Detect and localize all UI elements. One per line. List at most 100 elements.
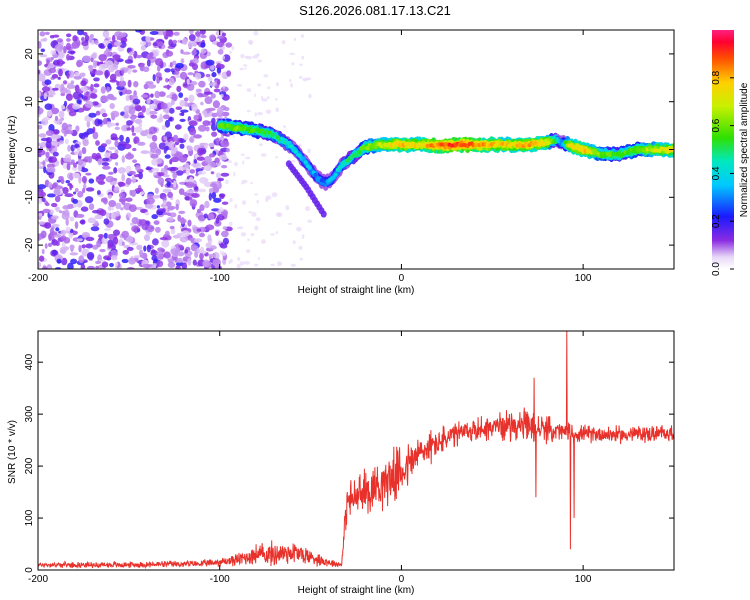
spectrogram-noise-blob xyxy=(169,225,175,230)
spectrogram-noise-blob xyxy=(156,210,164,216)
spectrogram-noise-blob xyxy=(70,80,75,85)
spectrogram-noise-blob xyxy=(42,266,48,269)
spectrogram-noise-blob xyxy=(102,165,111,170)
spectrogram-noise-blob xyxy=(121,199,126,205)
spectrogram-noise-blob xyxy=(248,211,253,214)
spectrogram-noise-blob xyxy=(220,38,227,43)
spectrogram-noise-blob xyxy=(61,122,68,131)
spectrogram-noise-blob xyxy=(244,261,250,265)
spectrogram-noise-blob xyxy=(196,228,202,232)
spectrogram-noise-blob xyxy=(252,55,256,59)
spectrogram-noise-blob xyxy=(175,170,184,176)
spectrogram-noise-blob xyxy=(173,180,177,188)
spectrogram-noise-blob xyxy=(105,175,115,183)
spectrogram-noise-blob xyxy=(193,159,197,164)
spectrogram-noise-blob xyxy=(254,112,257,117)
spectrogram-noise-blob xyxy=(211,112,218,118)
spectrogram-y-tick-label: 0 xyxy=(24,146,35,152)
spectrogram-noise-blob xyxy=(81,166,85,170)
spectrogram-noise-blob xyxy=(198,112,202,120)
spectrogram-noise-blob xyxy=(101,143,107,148)
spectrogram-noise-blob xyxy=(207,234,212,242)
spectrogram-noise-blob xyxy=(209,34,216,41)
spectrogram-noise-blob xyxy=(207,253,215,257)
spectrogram-noise-blob xyxy=(120,207,124,211)
spectrogram-noise-blob xyxy=(92,126,96,133)
spectrogram-noise-blob xyxy=(69,216,75,222)
spectrogram-noise-blob xyxy=(165,30,173,37)
spectrogram-noise-blob xyxy=(44,103,53,110)
spectrogram-noise-blob xyxy=(56,138,61,142)
spectrogram-noise-blob xyxy=(81,232,90,239)
spectrogram-noise-blob xyxy=(300,34,305,38)
spectrogram-noise-blob xyxy=(81,147,87,155)
spectrogram-noise-blob xyxy=(85,172,92,176)
spectrogram-noise-blob xyxy=(72,91,82,100)
spectrogram-noise-blob xyxy=(61,187,69,194)
spectrogram-noise-blob xyxy=(77,30,85,36)
spectrogram-noise-blob xyxy=(239,67,244,71)
spectrogram-noise-blob xyxy=(80,86,88,92)
spectrogram-noise-blob xyxy=(148,126,158,134)
spectrogram-noise-blob xyxy=(217,78,221,86)
spectrogram-noise-blob xyxy=(232,135,235,138)
spectrogram-noise-blob xyxy=(57,50,65,58)
spectrogram-noise-blob xyxy=(133,136,140,144)
spectrogram-noise-blob xyxy=(126,120,133,126)
spectrogram-noise-blob xyxy=(210,93,216,99)
spectrogram-noise-blob xyxy=(41,197,46,203)
spectrogram-noise-blob xyxy=(239,261,245,266)
spectrogram-noise-blob xyxy=(188,94,195,103)
spectrogram-noise-blob xyxy=(114,140,119,148)
spectrogram-noise-blob xyxy=(204,96,213,105)
spectrogram-noise-blob xyxy=(48,234,52,241)
spectrogram-noise-blob xyxy=(90,57,94,63)
colorbar-ticks: 0.0 0.2 0.4 0.6 0.8 xyxy=(711,70,734,276)
spectrogram-noise-blob xyxy=(103,255,111,260)
spectrogram-noise-blob xyxy=(261,98,268,102)
spectrogram-noise-blob xyxy=(290,263,296,267)
spectrogram-noise-blob xyxy=(146,59,151,67)
snr-frame xyxy=(37,330,675,571)
spectrogram-noise-blob xyxy=(159,113,163,122)
spectrogram-noise-blob xyxy=(243,64,248,67)
spectrogram-noise-blob xyxy=(172,39,178,45)
spectrogram-noise-blob xyxy=(91,152,98,160)
spectrogram-noise-blob xyxy=(38,107,44,115)
spectrogram-noise-blob xyxy=(95,140,100,146)
spectrogram-noise-blob xyxy=(128,170,136,175)
spectrogram-noise-blob xyxy=(71,159,75,163)
spectrogram-noise-blob xyxy=(38,199,43,204)
spectrogram-noise-blob xyxy=(136,141,146,146)
spectrogram-noise-blob xyxy=(87,217,97,224)
spectrogram-noise-blob xyxy=(188,120,198,127)
spectrogram-noise-blob xyxy=(165,145,169,151)
spectrogram-noise-blob xyxy=(226,70,232,77)
spectrogram-noise-blob xyxy=(216,67,222,74)
spectrogram-noise-blob xyxy=(69,173,74,181)
spectrogram-noise-blob xyxy=(275,156,278,159)
spectrogram-noise-blob xyxy=(203,213,208,219)
spectrogram-noise-blob xyxy=(175,203,179,211)
spectrogram-noise-blob xyxy=(254,93,256,98)
spectrogram-noise-blob xyxy=(125,153,134,160)
spectrogram-noise-blob xyxy=(208,187,214,194)
spectrogram-noise-blob xyxy=(109,73,117,82)
spectrogram-noise-blob xyxy=(54,115,59,122)
spectrogram-noise-blob xyxy=(170,99,175,106)
colorbar-tick-label: 0.8 xyxy=(711,70,722,84)
spectrogram-noise-blob xyxy=(161,124,167,131)
spectrogram-noise-blob xyxy=(102,157,110,162)
spectrogram-noise-blob xyxy=(263,74,269,78)
spectrogram-noise-blob xyxy=(254,193,258,196)
spectrogram-noise-blob xyxy=(210,183,218,188)
spectrogram-noise-blob xyxy=(118,182,126,187)
spectrogram-noise-blob xyxy=(173,134,179,142)
spectrogram-noise-blob xyxy=(194,31,201,37)
spectrogram-noise-blob xyxy=(162,188,172,193)
spectrogram-noise-blob xyxy=(188,237,196,242)
spectrogram-noise-blob xyxy=(146,98,151,105)
spectrogram-noise-blob xyxy=(257,59,262,63)
spectrogram-noise-blob xyxy=(38,255,45,262)
spectrogram-noise-blob xyxy=(101,162,110,166)
